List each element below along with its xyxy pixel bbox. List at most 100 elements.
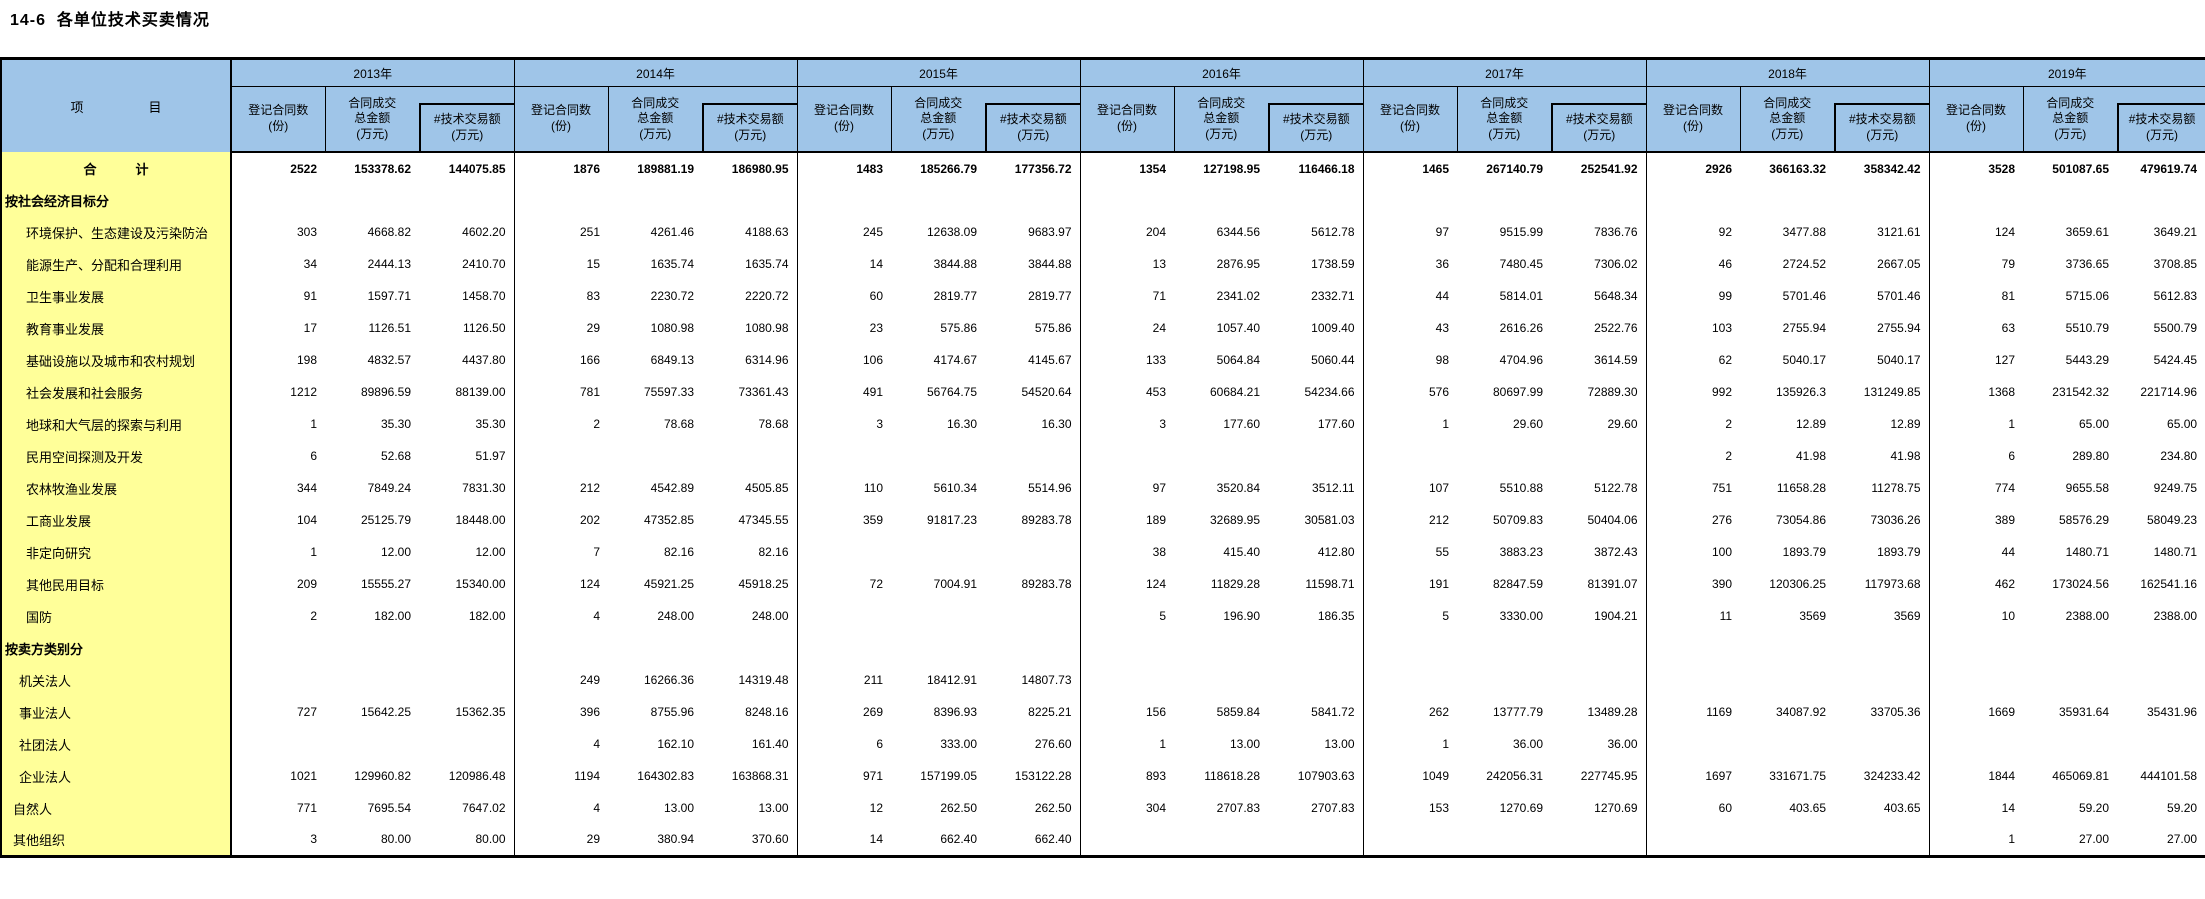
data-cell <box>891 632 985 664</box>
data-cell: 242056.31 <box>1486 769 1544 783</box>
data-cell: 1 <box>230 408 325 440</box>
table-row: 企业法人 1021 129960.82 120986.48 1194 164302.83 1… <box>1 760 2205 792</box>
year-header-2015: 2015年 <box>796 58 1081 87</box>
data-cell: 47345.55 <box>738 513 789 527</box>
data-cell: 370.60 <box>751 832 789 847</box>
data-cell: 3477.88 <box>1782 225 1827 239</box>
data-cell: 249 <box>513 664 609 696</box>
data-cell: 1635.74 <box>650 257 695 271</box>
data-cell: 191 <box>1362 568 1458 600</box>
data-cell: 16266.36 <box>643 673 695 687</box>
table-row: 合 计 2522 153378.62 144075.85 1876 189881.19 18… <box>1 152 2205 184</box>
data-cell: 38 <box>1079 536 1175 568</box>
data-cell: 44 <box>1362 280 1458 312</box>
table-row: 基础设施以及城市和农村规划 198 4832.57 4437.80 166 6849.13… <box>1 344 2205 376</box>
data-cell: 1738.59 <box>1311 257 1355 271</box>
row-label: 合 计 <box>1 152 232 184</box>
data-cell <box>2023 728 2117 760</box>
data-cell <box>702 184 797 216</box>
data-cell: 89896.59 <box>360 385 411 399</box>
tech-trade-amount-box: #技术交易额 (万元) <box>419 103 514 151</box>
data-cell: 78.68 <box>664 417 695 431</box>
data-cell <box>796 440 892 472</box>
data-cell: 24 <box>1079 312 1175 344</box>
contract-amount-header: 合同成交 总金额 (万元) <box>1457 86 1552 153</box>
data-cell: 14 <box>796 248 892 280</box>
tech-trade-amount-box: #技术交易额 (万元) <box>1834 103 1929 151</box>
data-cell: 245 <box>796 216 892 248</box>
data-cell: 893 <box>1079 760 1175 792</box>
data-cell: 1080.98 <box>650 321 695 335</box>
data-cell <box>1174 664 1268 696</box>
data-cell: 127 <box>1928 344 2024 376</box>
data-cell: 380.94 <box>657 832 695 847</box>
data-cell <box>1740 664 1834 696</box>
data-cell: 110 <box>796 472 892 504</box>
data-cell: 412.80 <box>1317 545 1355 559</box>
data-cell: 1669 <box>1928 696 2024 728</box>
data-cell: 462 <box>1928 568 2024 600</box>
data-cell: 2755.94 <box>1877 321 1921 335</box>
table-row: 其他民用目标 209 15555.27 15340.00 124 45921.25 4591… <box>1 568 2205 600</box>
data-cell: 3883.23 <box>1499 545 1544 559</box>
data-cell: 4704.96 <box>1499 353 1544 367</box>
data-cell: 25125.79 <box>360 513 411 527</box>
data-cell <box>1928 664 2024 696</box>
data-cell: 2388.00 <box>2153 609 2198 623</box>
data-cell: 98 <box>1362 344 1458 376</box>
table-body: 合 计 2522 153378.62 144075.85 1876 189881.19 18… <box>1 152 2205 856</box>
data-cell: 54234.66 <box>1304 385 1355 399</box>
contracts-count-header: 登记合同数 (份) <box>513 86 609 153</box>
data-cell: 45921.25 <box>643 577 695 591</box>
data-cell: 5 <box>1079 600 1175 632</box>
table-row: 地球和大气层的探索与利用 1 35.30 35.30 2 78.68 78.68 3 16.30… <box>1 408 2205 440</box>
contracts-count-header: 登记合同数 (份) <box>1645 86 1741 153</box>
data-cell <box>1457 632 1551 664</box>
data-cell <box>1645 184 1741 216</box>
data-cell: 116466.18 <box>1298 161 1355 176</box>
data-cell: 12.00 <box>380 545 411 559</box>
data-cell: 56764.75 <box>926 385 978 399</box>
contracts-count-header: 登记合同数 (份) <box>796 86 892 153</box>
data-cell: 11278.75 <box>1871 481 1921 495</box>
data-cell: 7480.45 <box>1499 257 1544 271</box>
tech-trade-amount-header: #技术交易额 (万元) <box>1834 86 1930 153</box>
data-cell: 118618.28 <box>1204 769 1261 783</box>
data-cell <box>1079 824 1175 856</box>
data-cell: 14807.73 <box>1021 673 1072 687</box>
table-row: 民用空间探测及开发 6 52.68 51.97 2 41.98 41.98 6 289.80 23… <box>1 440 2205 472</box>
data-cell: 163868.31 <box>731 769 789 783</box>
data-cell: 1483 <box>796 152 892 184</box>
data-cell: 35431.96 <box>2147 705 2198 719</box>
data-cell: 45918.25 <box>738 577 789 591</box>
row-label: 按社会经济目标分 <box>1 184 232 216</box>
data-cell: 303 <box>230 216 325 248</box>
data-cell: 453 <box>1079 376 1175 408</box>
data-cell: 15555.27 <box>360 577 411 591</box>
data-cell <box>1457 664 1551 696</box>
data-cell: 7849.24 <box>367 481 411 495</box>
row-label: 地球和大气层的探索与利用 <box>1 408 232 440</box>
data-cell: 11598.71 <box>1305 577 1355 591</box>
data-cell: 124 <box>513 568 609 600</box>
data-cell: 6 <box>230 440 325 472</box>
data-cell: 2 <box>513 408 609 440</box>
data-cell: 3512.11 <box>1312 481 1355 495</box>
data-cell: 3 <box>796 408 892 440</box>
data-cell <box>1174 184 1268 216</box>
data-cell: 1080.98 <box>745 321 789 335</box>
data-cell: 189881.19 <box>637 161 695 176</box>
data-cell: 267140.79 <box>1486 161 1544 176</box>
data-cell: 18412.91 <box>926 673 978 687</box>
data-cell: 89283.78 <box>1021 577 1072 591</box>
sub-header-row: 登记合同数 (份) 合同成交 总金额 (万元) #技术交易额 (万元) 登记合同数 (份) 合同成… <box>1 86 2205 153</box>
row-label: 社会发展和社会服务 <box>1 376 232 408</box>
row-label: 企业法人 <box>1 760 232 792</box>
data-cell: 196.90 <box>1223 609 1261 623</box>
data-cell: 5500.79 <box>2153 321 2198 335</box>
contract-amount-header: 合同成交 总金额 (万元) <box>1174 86 1269 153</box>
data-cell <box>1174 632 1268 664</box>
tech-trade-amount-header: #技术交易额 (万元) <box>1551 86 1647 153</box>
data-cell: 81 <box>1928 280 2024 312</box>
data-cell <box>891 184 985 216</box>
